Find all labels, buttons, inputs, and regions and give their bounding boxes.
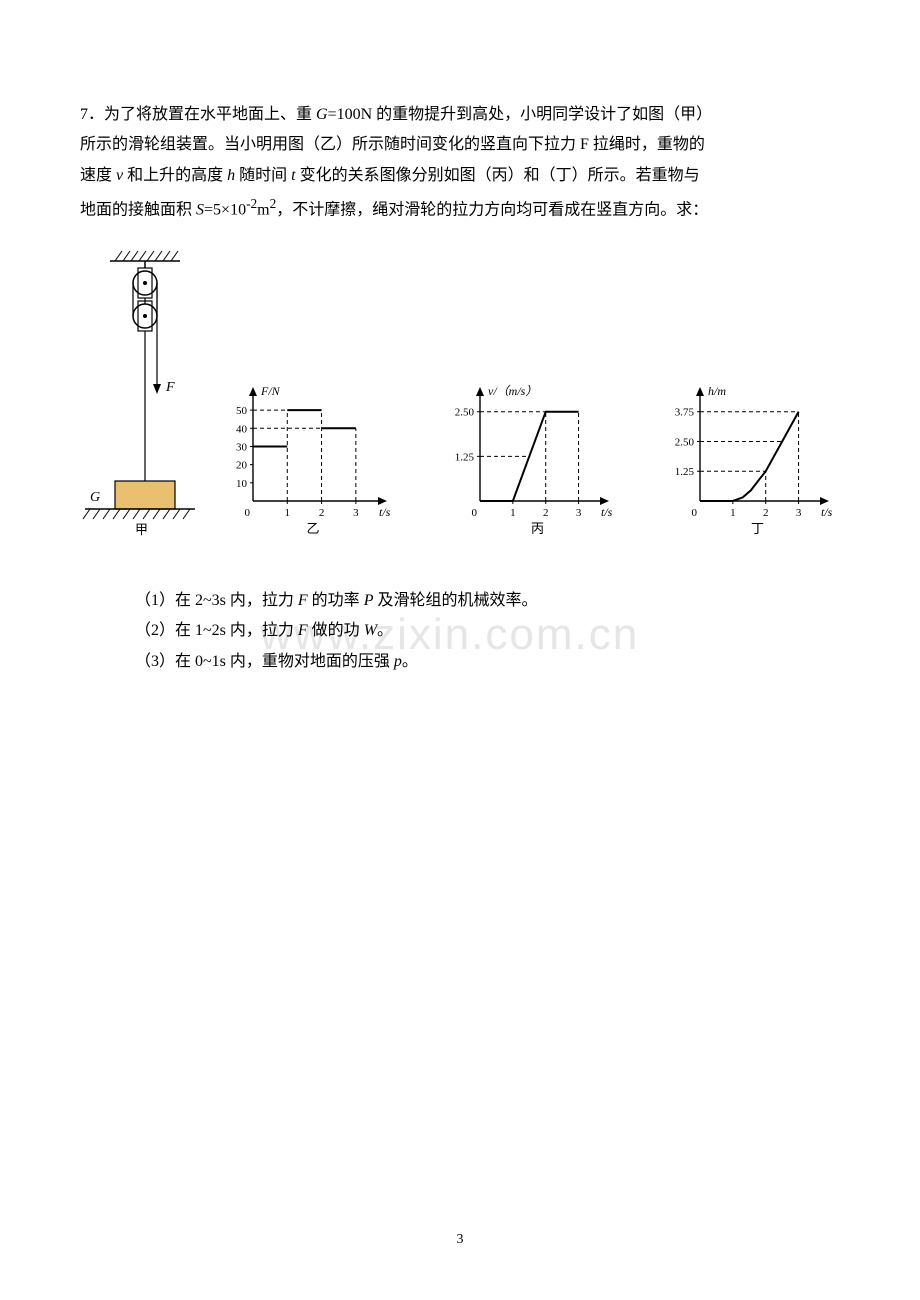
page-content: 7．为了将放置在水平地面上、重 G=100N 的重物提升到高处，小明同学设计了如… — [0, 0, 920, 717]
q-G: G — [316, 106, 328, 123]
sq2a: （2）在 1~2s 内，拉力 — [135, 622, 298, 639]
svg-text:t/s: t/s — [821, 505, 833, 519]
question-text: 7．为了将放置在水平地面上、重 G=100N 的重物提升到高处，小明同学设计了如… — [80, 100, 840, 226]
svg-text:t/s: t/s — [379, 505, 391, 519]
svg-text:2.50: 2.50 — [675, 436, 695, 448]
sq2W: W — [364, 622, 377, 639]
svg-text:40: 40 — [236, 423, 248, 435]
q-line1: 为了将放置在水平地面上、重 — [104, 106, 316, 123]
svg-text:1.25: 1.25 — [455, 451, 475, 463]
q-line4a: 地面的接触面积 — [80, 202, 196, 219]
svg-text:20: 20 — [236, 460, 248, 472]
sub-q2: （2）在 1~2s 内，拉力 F 做的功 W。 — [135, 616, 840, 646]
sq3p: p — [394, 653, 402, 670]
svg-text:1: 1 — [285, 507, 291, 519]
svg-text:h/m: h/m — [708, 384, 726, 398]
svg-text:t/s: t/s — [601, 505, 613, 519]
sq1F: F — [298, 592, 308, 609]
q-line3d: 变化的关系图像分别如图（丙）和（丁）所示。若重物与 — [296, 167, 700, 184]
q-exp1: -2 — [246, 196, 257, 211]
svg-text:v/（m/s）: v/（m/s） — [488, 384, 537, 398]
q-line3c: 随时间 — [235, 167, 291, 184]
q-S: S — [196, 202, 204, 219]
label-G: G — [90, 490, 100, 505]
svg-text:1.25: 1.25 — [675, 466, 695, 478]
q-line4b: =5×10 — [204, 202, 246, 219]
q-number: 7． — [80, 106, 104, 123]
svg-text:2: 2 — [543, 507, 549, 519]
sq1a: （1）在 2~3s 内，拉力 — [135, 592, 298, 609]
sq2F: F — [298, 622, 308, 639]
sub-q3: （3）在 0~1s 内，重物对地面的压强 p。 — [135, 647, 840, 677]
page-number: 3 — [0, 1232, 920, 1248]
q-h: h — [227, 167, 235, 184]
svg-text:30: 30 — [236, 441, 248, 453]
q-line4d: ，不计摩擦，绳对滑轮的拉力方向均可看成在竖直方向。求： — [276, 202, 708, 219]
svg-text:0: 0 — [472, 507, 478, 519]
chart-force: 10203040501230F/Nt/s乙 — [215, 376, 410, 536]
q-eq: =100N 的重物提升到高处，小明同学设计了如图（甲） — [328, 106, 713, 123]
q-line2: 所示的滑轮组装置。当小明用图（乙）所示随时间变化的竖直向下拉力 F 拉绳时，重物… — [80, 136, 705, 153]
svg-text:F/N: F/N — [260, 384, 281, 398]
charts-row: 10203040501230F/Nt/s乙 1.252.501230v/（m/s… — [215, 376, 850, 536]
sub-q1: （1）在 2~3s 内，拉力 F 的功率 P 及滑轮组的机械效率。 — [135, 586, 840, 616]
svg-text:1: 1 — [510, 507, 515, 519]
sq1c: 及滑轮组的机械效率。 — [373, 592, 537, 609]
svg-text:丙: 丙 — [531, 521, 544, 536]
sq1P: P — [364, 592, 374, 609]
figure-area: F G 甲 10203040501230F/Nt/s乙 1.252.501230… — [80, 246, 840, 536]
svg-text:2: 2 — [763, 507, 769, 519]
svg-text:0: 0 — [245, 507, 251, 519]
svg-text:乙: 乙 — [306, 521, 319, 536]
svg-text:3: 3 — [576, 507, 582, 519]
svg-text:10: 10 — [236, 478, 248, 490]
q-line3b: 和上升的高度 — [123, 167, 227, 184]
chart-height: 1.25 2.50 3.75 1 2 3 0 h/m t/s 丁 — [655, 376, 850, 536]
q-line3a: 速度 — [80, 167, 116, 184]
svg-text:0: 0 — [692, 507, 698, 519]
label-F: F — [165, 380, 175, 395]
svg-text:2: 2 — [319, 507, 325, 519]
svg-text:3: 3 — [796, 507, 802, 519]
svg-text:3: 3 — [353, 507, 359, 519]
svg-text:丁: 丁 — [751, 521, 764, 536]
chart-velocity: 1.25 2.50 1 2 3 0 v/（m/s） t/s 丙 — [435, 376, 630, 536]
q-line4c: m — [257, 202, 269, 219]
sq1b: 的功率 — [308, 592, 364, 609]
pulley-caption: 甲 — [135, 522, 148, 536]
svg-text:50: 50 — [236, 405, 248, 417]
svg-text:1: 1 — [730, 507, 736, 519]
sq2c: 。 — [377, 622, 393, 639]
pulley-diagram: F G 甲 — [80, 246, 200, 536]
svg-text:3.75: 3.75 — [675, 407, 695, 419]
svg-text:2.50: 2.50 — [455, 407, 475, 419]
sub-questions: （1）在 2~3s 内，拉力 F 的功率 P 及滑轮组的机械效率。 （2）在 1… — [80, 586, 840, 677]
sq3a: （3）在 0~1s 内，重物对地面的压强 — [135, 653, 394, 670]
sq3b: 。 — [402, 653, 418, 670]
sq2b: 做的功 — [308, 622, 364, 639]
